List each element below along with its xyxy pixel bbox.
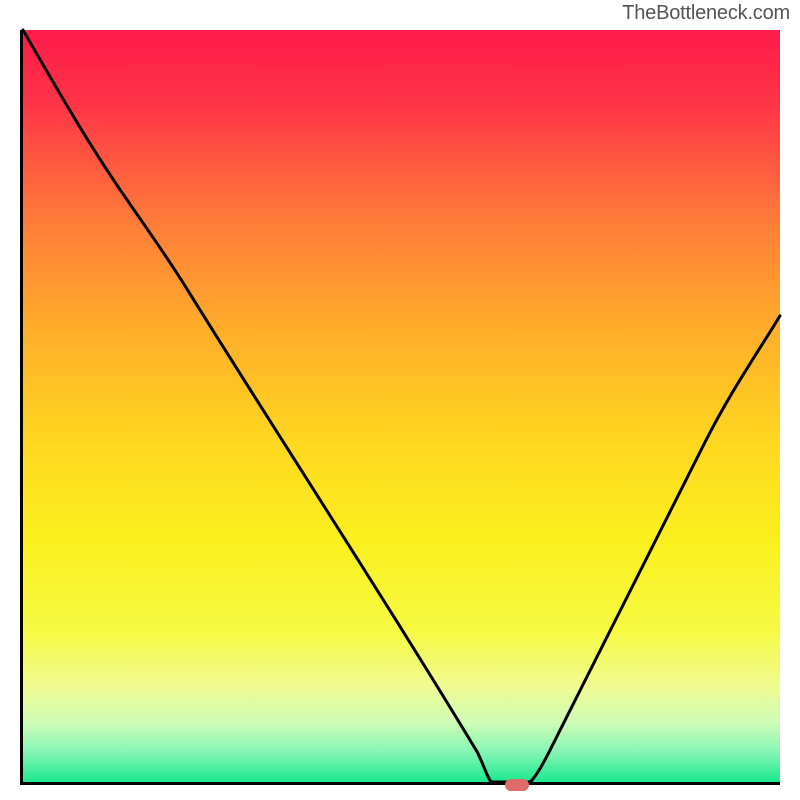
bottleneck-chart: [20, 30, 780, 785]
curve-path: [23, 30, 780, 782]
attribution-text: TheBottleneck.com: [622, 2, 790, 25]
optimal-point-marker: [505, 779, 529, 791]
bottleneck-curve: [23, 30, 780, 782]
